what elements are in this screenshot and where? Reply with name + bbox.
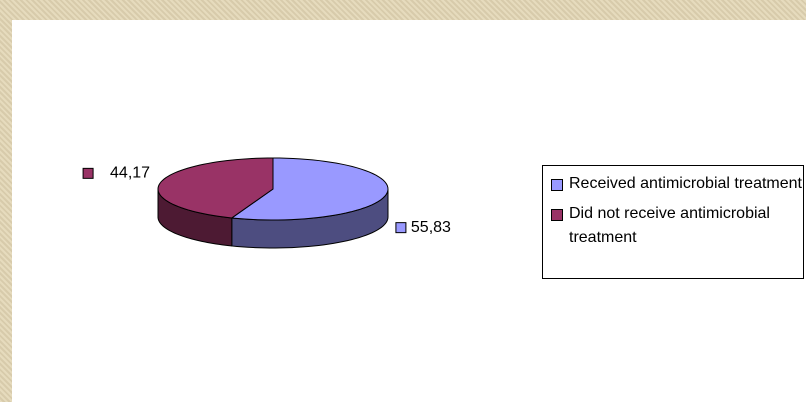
data-label: 55,83 — [411, 219, 451, 236]
pie-slice — [230, 157, 389, 221]
pie-slice — [157, 157, 274, 219]
legend-item: Did not receive antimicrobial treatment — [551, 202, 803, 250]
legend-swatch — [551, 179, 563, 191]
data-label: 44,17 — [110, 165, 150, 182]
legend-item: Received antimicrobial treatment — [551, 172, 803, 196]
legend-label: Did not receive antimicrobial treatment — [569, 205, 770, 246]
legend-swatch — [551, 209, 563, 221]
legend: Received antimicrobial treatment Did not … — [542, 165, 804, 279]
legend-label: Received antimicrobial treatment — [569, 175, 802, 192]
label-swatch — [82, 167, 94, 179]
label-swatch — [395, 222, 407, 234]
